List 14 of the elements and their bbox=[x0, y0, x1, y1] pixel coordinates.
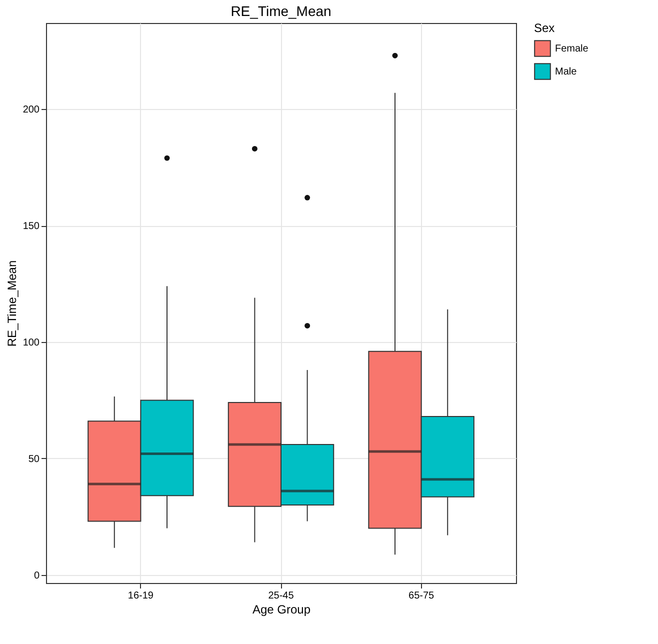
y-axis-title: RE_Time_Mean bbox=[4, 260, 19, 347]
y-tick-label: 0 bbox=[34, 570, 40, 582]
y-tick-label: 150 bbox=[22, 221, 40, 232]
x-axis-title: Age Group bbox=[252, 602, 311, 616]
legend-title: Sex bbox=[534, 21, 555, 35]
y-tick-label: 100 bbox=[22, 338, 40, 348]
x-tick-label: 65-75 bbox=[408, 590, 435, 602]
x-tick-label: 25-45 bbox=[268, 590, 294, 602]
y-tick-label: 200 bbox=[22, 104, 40, 116]
chart-title: RE_Time_Mean bbox=[230, 3, 332, 19]
y-tick-label: 50 bbox=[28, 454, 40, 465]
legend-label: Female bbox=[555, 44, 589, 54]
x-tick-label: 16-19 bbox=[128, 590, 154, 602]
legend-label: Male bbox=[555, 66, 578, 78]
